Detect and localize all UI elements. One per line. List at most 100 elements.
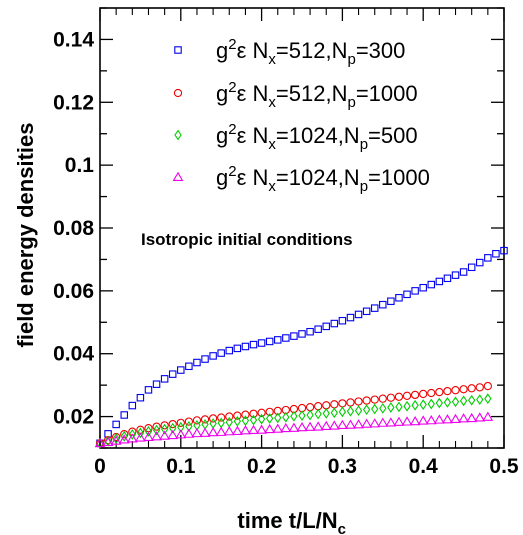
data-point (298, 330, 306, 338)
legend-label-part: p (347, 94, 355, 111)
data-point (403, 400, 411, 412)
data-point (417, 415, 429, 425)
legend-label-part: =1000 (356, 81, 418, 106)
data-point (474, 412, 486, 422)
data-point (403, 290, 411, 299)
data-point (361, 418, 372, 428)
y-tick-label: 0.12 (53, 91, 94, 114)
legend-label-part: ε N (237, 165, 269, 190)
data-point (387, 297, 395, 305)
data-point (257, 413, 266, 425)
data-point (362, 396, 371, 405)
data-point (209, 352, 217, 360)
data-point (354, 405, 363, 416)
x-tick-labels: 0 0.1 0.2 0.3 0.4 0.5 (94, 455, 519, 478)
data-point (354, 397, 363, 406)
data-point (248, 424, 259, 435)
data-point (274, 412, 282, 424)
data-point (492, 250, 500, 258)
data-point (346, 405, 355, 417)
data-point (312, 421, 324, 431)
data-point (274, 336, 282, 344)
legend-label-part: g (216, 38, 228, 63)
data-point (419, 389, 428, 399)
data-point (112, 420, 120, 429)
data-point (442, 414, 453, 424)
series-square (96, 246, 508, 448)
data-point (240, 425, 251, 435)
data-point (256, 424, 267, 434)
data-point (233, 344, 242, 353)
legend-label-part: ε N (237, 38, 269, 63)
legend-entry-label: g2ε Nx=1024,Np=1000 (216, 163, 430, 195)
data-point (143, 431, 154, 441)
data-point (419, 283, 427, 292)
data-point (467, 384, 476, 393)
data-point (346, 313, 355, 322)
y-tick-label: 0.08 (53, 217, 94, 240)
data-point (393, 416, 405, 426)
x-axis-title: time t/L/Nc (237, 508, 346, 535)
data-point (475, 383, 484, 392)
data-point (298, 410, 306, 422)
x-tick-label: 0.3 (328, 455, 357, 478)
data-point (160, 423, 169, 435)
data-point (483, 381, 492, 391)
data-point (386, 393, 396, 402)
data-point (410, 390, 420, 400)
data-point (223, 426, 235, 436)
legend-label-part: =300 (356, 38, 406, 63)
data-point (370, 304, 379, 312)
data-point (241, 410, 250, 419)
data-point (467, 263, 476, 272)
data-point (168, 370, 177, 378)
data-point (500, 246, 508, 255)
data-point (249, 414, 258, 426)
data-point (160, 375, 169, 383)
legend-label-part: 2 (228, 163, 236, 180)
data-point (159, 430, 170, 440)
data-point (338, 406, 347, 418)
legend-marker-square (174, 46, 182, 54)
legend-entry-label: g2ε Nx=1024,Np=500 (216, 121, 418, 153)
data-point (370, 395, 379, 404)
legend-marker-triangle (172, 171, 184, 181)
data-point (225, 346, 234, 355)
data-point (330, 319, 339, 328)
series-triangle (94, 411, 494, 448)
legend-label-part: =1024,N (276, 165, 360, 190)
data-point (427, 388, 436, 398)
legend-label-part: g (216, 165, 228, 190)
data-point (314, 408, 322, 420)
data-point (280, 422, 292, 433)
data-point (306, 327, 314, 336)
data-point (296, 421, 308, 432)
data-point (451, 386, 460, 395)
data-point (402, 391, 412, 400)
data-point (435, 387, 444, 397)
data-point (427, 398, 435, 410)
data-point (353, 419, 364, 429)
data-point (266, 413, 274, 424)
data-point (314, 325, 322, 333)
legend-label-part: x (268, 51, 276, 68)
y-tick-label: 0.14 (53, 28, 94, 51)
data-point (217, 413, 226, 422)
x-axis-title-subscript: c (338, 521, 346, 535)
data-point (322, 408, 330, 419)
data-point (468, 394, 476, 406)
data-point (160, 421, 169, 430)
data-point (273, 406, 282, 416)
legend-label-part: 2 (228, 121, 236, 138)
y-tick-labels: 0.02 0.04 0.06 0.08 0.1 0.12 0.14 (53, 28, 94, 428)
data-point (450, 413, 461, 424)
x-tick-label: 0.1 (166, 455, 196, 478)
legend-label-part: g (216, 81, 228, 106)
data-point (118, 434, 130, 444)
data-point (395, 294, 403, 302)
data-point (419, 399, 427, 411)
data-point (427, 280, 436, 289)
data-point (249, 340, 258, 349)
data-point (233, 411, 242, 420)
